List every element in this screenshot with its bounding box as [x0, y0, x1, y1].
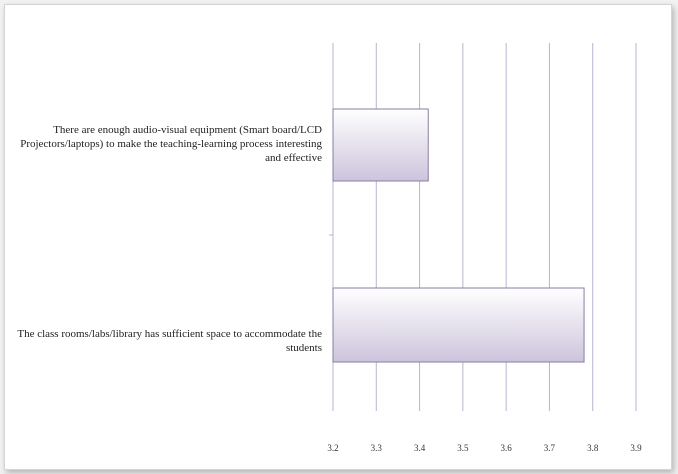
- bar-1: [332, 287, 585, 363]
- x-tick-label-3: 3.5: [457, 443, 469, 453]
- x-tick-label-5: 3.7: [544, 443, 556, 453]
- chart-frame: [4, 4, 672, 470]
- category-label-audio-visual: There are enough audio-visual equipment …: [20, 124, 322, 164]
- x-tick-label-2: 3.4: [414, 443, 426, 453]
- x-tick-label-7: 3.9: [630, 443, 642, 453]
- x-tick-label-6: 3.8: [587, 443, 599, 453]
- x-tick-label-1: 3.3: [371, 443, 383, 453]
- x-tick-label-0: 3.2: [327, 443, 338, 453]
- x-tick-label-4: 3.6: [501, 443, 513, 453]
- category-label-space: The class rooms/labs/library has suffici…: [17, 328, 322, 354]
- bar-0: [332, 108, 429, 182]
